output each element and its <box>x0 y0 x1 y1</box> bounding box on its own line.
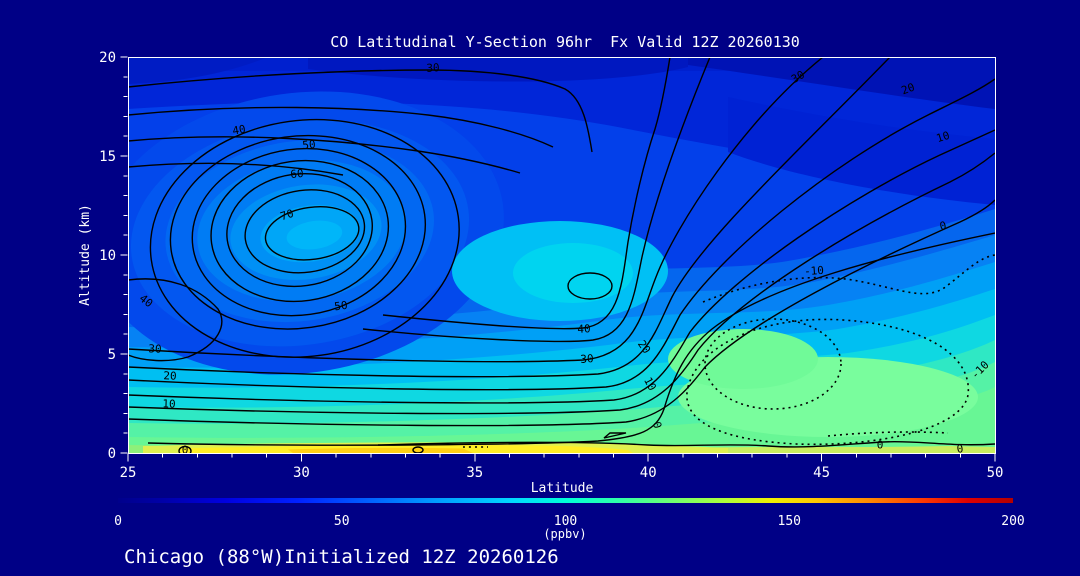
contour-label: 30 <box>580 352 594 366</box>
x-tick-label: 25 <box>120 465 137 481</box>
contour-label: 0 <box>182 444 189 457</box>
contour-label: 40 <box>577 322 591 335</box>
contour-label: -10 <box>804 264 825 278</box>
colorbar-tick-label: 200 <box>1001 514 1024 529</box>
contour-label-layer: 30405060703020100-10-1040302010504030201… <box>137 61 992 456</box>
contour-label: 0 <box>956 442 964 456</box>
colorbar <box>118 498 1013 503</box>
y-axis-title: Altitude (km) <box>78 204 93 306</box>
x-tick-label: 40 <box>640 465 657 481</box>
x-tick-label: 45 <box>813 465 830 481</box>
contour-label: 10 <box>935 129 952 145</box>
contour-label: 0 <box>650 420 664 430</box>
contour-label: 0 <box>877 439 884 452</box>
x-tick-label: 50 <box>987 465 1004 481</box>
contour-label: 50 <box>334 299 349 314</box>
contour-fill-layer <box>128 57 995 453</box>
contour-label: 70 <box>279 207 296 223</box>
x-tick-label: 35 <box>466 465 483 481</box>
colorbar-tick-label: 150 <box>778 514 801 529</box>
tick-labels: 25 30 35 40 45 50 0 5 10 15 20 <box>99 50 1003 481</box>
contour-label: 20 <box>635 338 653 356</box>
contour-label: 40 <box>137 292 155 310</box>
y-tick-label: 5 <box>108 347 116 363</box>
y-tick-label: 10 <box>99 248 116 264</box>
footer-annotation: Chicago (88°W)Initialized 12Z 20260126 <box>124 546 559 568</box>
colorbar-tick-labels: 0 50 100 150 200 <box>114 514 1025 529</box>
plot-area: 30405060703020100-10-1040302010504030201… <box>128 57 995 457</box>
contour-label: 20 <box>900 81 917 98</box>
contour-label: 10 <box>641 375 659 393</box>
contour-label: 60 <box>290 167 305 181</box>
contour-label: 40 <box>231 122 246 137</box>
colorbar-units: (ppbv) <box>543 527 586 541</box>
x-tick-label: 30 <box>293 465 310 481</box>
y-tick-label: 20 <box>99 50 116 66</box>
page-title: CO Latitudinal Y-Section 96hr Fx Valid 1… <box>330 33 800 51</box>
contour-label: 30 <box>426 61 440 75</box>
contour-line-layer <box>128 57 995 453</box>
plot-frame <box>128 57 996 454</box>
colorbar-tick-label: 100 <box>554 514 577 529</box>
colorbar-tick-label: 50 <box>334 514 350 529</box>
y-tick-label: 0 <box>108 446 116 462</box>
contour-label: 0 <box>938 219 947 233</box>
contour-label: 30 <box>148 342 162 355</box>
contour-label: 10 <box>162 397 176 410</box>
axis-ticks <box>120 56 996 462</box>
contour-label: 20 <box>163 369 177 382</box>
contour-label: 30 <box>789 68 807 86</box>
y-tick-label: 15 <box>99 149 116 165</box>
colorbar-tick-label: 0 <box>114 514 122 529</box>
x-axis-title: Latitude <box>531 481 594 496</box>
contour-label: 50 <box>302 138 317 152</box>
